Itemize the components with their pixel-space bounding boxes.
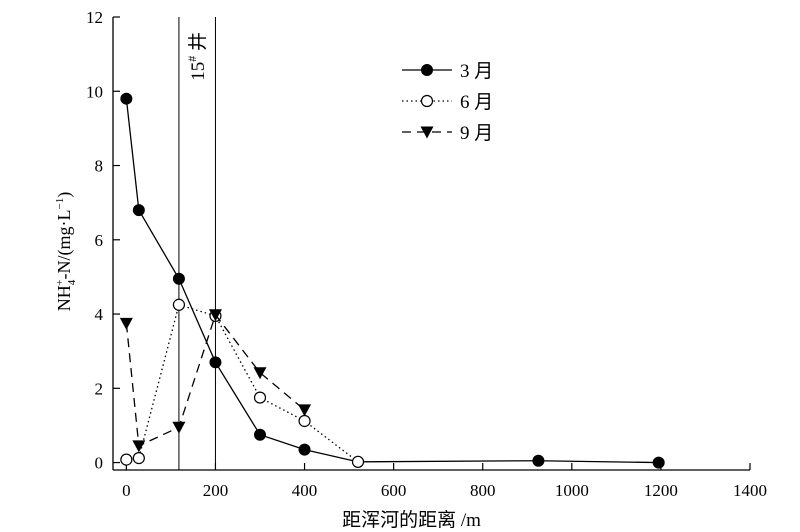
x-tick-label: 0 bbox=[122, 481, 131, 500]
x-tick-label: 800 bbox=[470, 481, 496, 500]
data-point bbox=[532, 454, 545, 467]
data-point bbox=[298, 443, 311, 456]
axes bbox=[112, 17, 750, 471]
legend-marker bbox=[420, 94, 434, 108]
x-axis-label: 距浑河的距离 /m bbox=[342, 509, 481, 531]
series-1 bbox=[120, 92, 665, 469]
y-label-nh: NH bbox=[54, 285, 74, 311]
y-tick-label: 6 bbox=[95, 231, 104, 250]
x-tick-label: 1200 bbox=[644, 481, 678, 500]
y-tick-label: 12 bbox=[86, 8, 103, 27]
data-point bbox=[253, 391, 267, 404]
y-tick-label: 8 bbox=[95, 157, 104, 176]
data-point bbox=[172, 421, 186, 434]
data-point bbox=[172, 272, 185, 285]
data-point bbox=[119, 317, 133, 330]
data-point bbox=[132, 204, 145, 217]
well-15-markers bbox=[178, 17, 216, 470]
well-15-label: 15# 井 bbox=[185, 32, 209, 81]
y-axis-label: NH4+-N/(mg·L−1) bbox=[54, 192, 78, 311]
data-point bbox=[298, 404, 312, 417]
x-tick-label: 200 bbox=[203, 481, 229, 500]
legend-label: 3 月 bbox=[460, 61, 493, 82]
x-tick-label: 1400 bbox=[733, 481, 767, 500]
data-point bbox=[120, 453, 133, 466]
legend-marker bbox=[420, 126, 434, 139]
y-label-unit-sup: −1 bbox=[54, 198, 66, 210]
series-line bbox=[126, 303, 359, 463]
y-tick-label: 2 bbox=[95, 379, 104, 398]
y-label-sub: 4 bbox=[66, 279, 78, 285]
data-point bbox=[208, 309, 222, 322]
legend-label: 6 月 bbox=[460, 92, 493, 113]
x-tick-label: 400 bbox=[292, 481, 318, 500]
legend-marker bbox=[421, 64, 433, 76]
series-line bbox=[125, 313, 305, 447]
data-point bbox=[132, 440, 146, 453]
well-sup: # bbox=[185, 56, 199, 62]
well-suffix: 井 bbox=[187, 32, 209, 56]
y-tick-label: 10 bbox=[86, 82, 103, 101]
tick-group: 0 200 400 600 800 1000 1200 1400 0 2 4 6 8 10 12 bbox=[86, 8, 767, 500]
series-line bbox=[125, 98, 659, 464]
data-point bbox=[652, 456, 665, 469]
data-point bbox=[254, 428, 266, 441]
y-label-sup: + bbox=[54, 279, 66, 285]
x-tick-label: 1000 bbox=[555, 481, 589, 500]
legend: 3 月 6 月 9 月 bbox=[402, 61, 493, 144]
data-point bbox=[298, 414, 311, 428]
y-tick-label: 4 bbox=[95, 305, 104, 324]
data-point bbox=[172, 298, 186, 311]
y-label-mid: -N/(mg·L bbox=[54, 210, 75, 280]
legend-label: 9 月 bbox=[460, 123, 493, 144]
data-point bbox=[253, 367, 267, 380]
series-3 bbox=[119, 309, 312, 453]
x-tick-label: 600 bbox=[381, 481, 407, 500]
y-tick-label: 0 bbox=[95, 454, 104, 473]
series-group bbox=[119, 92, 665, 469]
data-point bbox=[351, 455, 365, 468]
series-2 bbox=[120, 298, 365, 468]
well-number: 15 bbox=[188, 62, 209, 81]
data-point bbox=[209, 356, 222, 369]
data-point bbox=[120, 92, 133, 105]
data-point bbox=[132, 452, 145, 465]
y-label-close: ) bbox=[54, 192, 75, 198]
